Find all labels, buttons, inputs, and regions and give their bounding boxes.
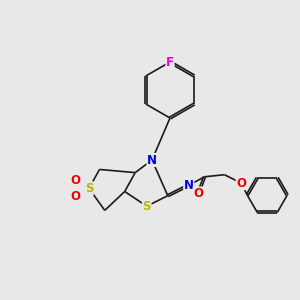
Text: O: O <box>70 174 80 187</box>
Text: N: N <box>184 179 194 192</box>
Text: F: F <box>166 56 174 68</box>
Text: S: S <box>85 182 93 195</box>
Text: O: O <box>193 187 203 200</box>
Text: S: S <box>142 200 151 213</box>
Text: N: N <box>147 154 157 166</box>
Text: O: O <box>70 190 80 203</box>
Text: O: O <box>236 177 246 190</box>
